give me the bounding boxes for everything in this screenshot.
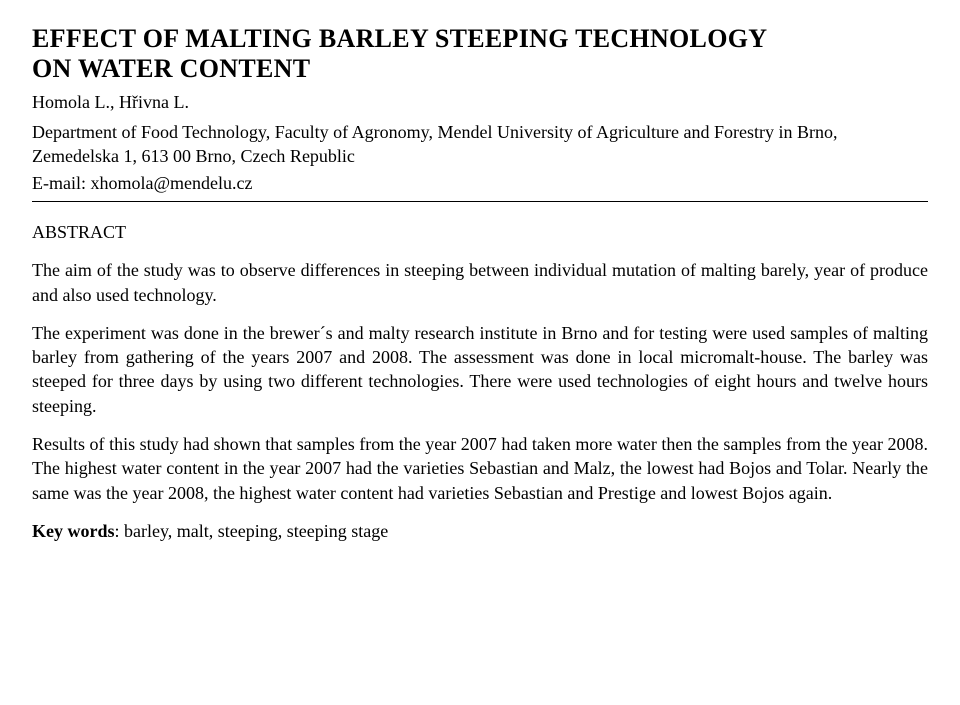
title-line-2: ON WATER CONTENT bbox=[32, 54, 310, 83]
horizontal-rule bbox=[32, 201, 928, 202]
keywords-text: : barley, malt, steeping, steeping stage bbox=[115, 521, 389, 541]
abstract-paragraph-2: The experiment was done in the brewer´s … bbox=[32, 321, 928, 418]
keywords: Key words: barley, malt, steeping, steep… bbox=[32, 519, 928, 543]
title-line-1: EFFECT OF MALTING BARLEY STEEPING TECHNO… bbox=[32, 24, 767, 53]
email: E-mail: xhomola@mendelu.cz bbox=[32, 171, 928, 195]
abstract-heading: ABSTRACT bbox=[32, 220, 928, 244]
authors: Homola L., Hřivna L. bbox=[32, 90, 928, 114]
abstract-paragraph-1: The aim of the study was to observe diff… bbox=[32, 258, 928, 307]
affiliation: Department of Food Technology, Faculty o… bbox=[32, 120, 928, 169]
abstract-paragraph-3: Results of this study had shown that sam… bbox=[32, 432, 928, 505]
keywords-label: Key words bbox=[32, 521, 115, 541]
paper-title: EFFECT OF MALTING BARLEY STEEPING TECHNO… bbox=[32, 24, 928, 84]
